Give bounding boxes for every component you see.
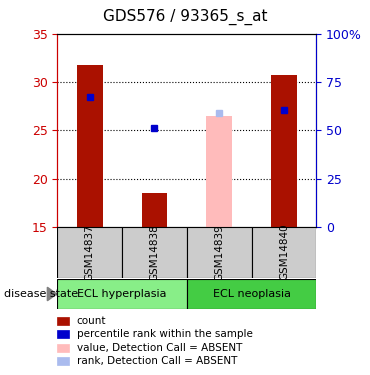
Text: ECL neoplasia: ECL neoplasia	[213, 289, 290, 299]
Bar	[187, 279, 316, 309]
Text: rank, Detection Call = ABSENT: rank, Detection Call = ABSENT	[77, 356, 237, 366]
Text: GSM14840: GSM14840	[279, 224, 289, 280]
Bar	[57, 227, 122, 278]
Bar	[77, 64, 102, 227]
Text: disease state: disease state	[4, 289, 78, 299]
Bar	[206, 116, 232, 227]
Text: GSM14839: GSM14839	[214, 224, 224, 280]
Text: value, Detection Call = ABSENT: value, Detection Call = ABSENT	[77, 343, 242, 352]
Bar	[57, 279, 187, 309]
Polygon shape	[47, 287, 57, 301]
Text: ECL hyperplasia: ECL hyperplasia	[77, 289, 167, 299]
Bar	[271, 75, 297, 227]
Text: count: count	[77, 316, 106, 326]
Bar	[122, 227, 187, 278]
Text: percentile rank within the sample: percentile rank within the sample	[77, 329, 252, 339]
Bar	[252, 227, 316, 278]
Text: GDS576 / 93365_s_at: GDS576 / 93365_s_at	[103, 9, 267, 25]
Bar	[187, 227, 252, 278]
Text: GSM14838: GSM14838	[149, 224, 159, 280]
Bar	[141, 193, 167, 227]
Text: GSM14837: GSM14837	[85, 224, 95, 280]
